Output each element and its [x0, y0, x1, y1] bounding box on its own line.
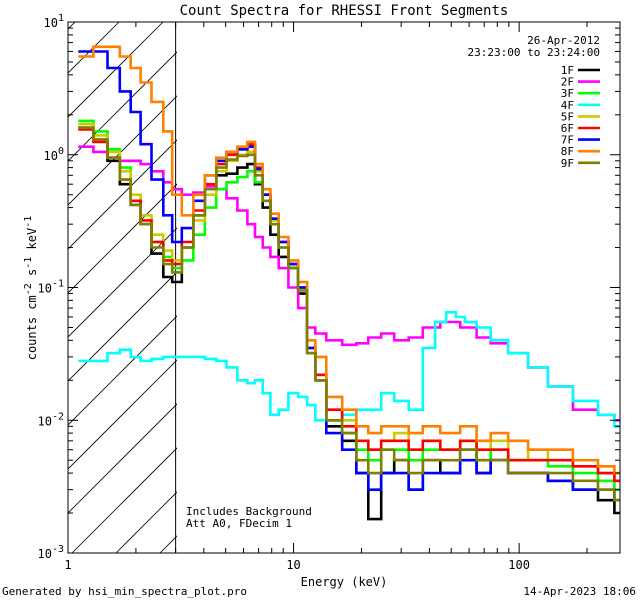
- y-axis-label-s: s: [25, 269, 39, 283]
- y-tick-label: 101: [44, 13, 64, 30]
- legend-label-8F: 8F: [561, 145, 574, 158]
- y-axis-exp-cm: -2: [23, 283, 34, 295]
- y-axis-label: counts cm-2 s-1 keV-1: [23, 216, 39, 361]
- annotation-background: Includes Background: [186, 505, 312, 518]
- hatch-line: [68, 359, 177, 470]
- x-axis-label: Energy (keV): [301, 575, 388, 589]
- x-tick-labels: 1 10 100: [64, 558, 530, 572]
- y-axis-label-prefix: counts cm: [25, 295, 39, 360]
- y-axis-exp-s: -1: [23, 257, 34, 269]
- legend-label-9F: 9F: [561, 157, 574, 170]
- legend-label-6F: 6F: [561, 122, 574, 135]
- series-4F: [78, 311, 620, 428]
- footer-timestamp: 14-Apr-2023 18:06: [523, 585, 636, 598]
- x-tick-label: 100: [508, 558, 530, 572]
- date-label: 26-Apr-2012: [527, 34, 600, 47]
- legend-label-3F: 3F: [561, 87, 574, 100]
- hatch-line: [68, 51, 177, 162]
- legend-label-2F: 2F: [561, 76, 574, 89]
- axis-ticks: [67, 21, 620, 554]
- annotation-attenuator: Att A0, FDecim 1: [186, 517, 292, 530]
- legend-label-4F: 4F: [561, 99, 574, 112]
- hatch-line: [71, 447, 177, 553]
- series-2F: [78, 145, 620, 422]
- footer-generated-by: Generated by hsi_min_spectra_plot.pro: [2, 585, 247, 598]
- y-tick-label: 100: [44, 146, 64, 163]
- legend-label-1F: 1F: [561, 64, 574, 77]
- y-tick-label: 10-1: [38, 279, 65, 296]
- y-tick-label: 10-2: [38, 411, 65, 428]
- hatch-line: [68, 271, 177, 382]
- x-tick-label: 1: [64, 558, 71, 572]
- time-range-label: 23:23:00 to 23:24:00: [468, 46, 600, 59]
- svg-text:counts cm-2 s-1 keV-1: counts cm-2 s-1 keV-1: [23, 216, 39, 361]
- legend-label-7F: 7F: [561, 134, 574, 147]
- hatch-line: [68, 403, 177, 514]
- legend-label-5F: 5F: [561, 110, 574, 123]
- series-9F: [78, 126, 620, 502]
- y-tick-label: 10-3: [38, 544, 65, 561]
- x-tick-label: 10: [286, 558, 300, 572]
- hatch-line: [68, 22, 164, 118]
- series-group: [78, 45, 620, 521]
- series-6F: [78, 128, 620, 483]
- y-axis-label-kev: keV: [25, 228, 39, 257]
- series-8F: [78, 45, 620, 475]
- y-axis-exp-kev: -1: [23, 216, 34, 228]
- y-tick-labels: 10-3 10-2 10-1 100 101: [38, 13, 65, 561]
- hatch-line: [68, 227, 177, 338]
- chart-title: Count Spectra for RHESSI Front Segments: [180, 3, 509, 19]
